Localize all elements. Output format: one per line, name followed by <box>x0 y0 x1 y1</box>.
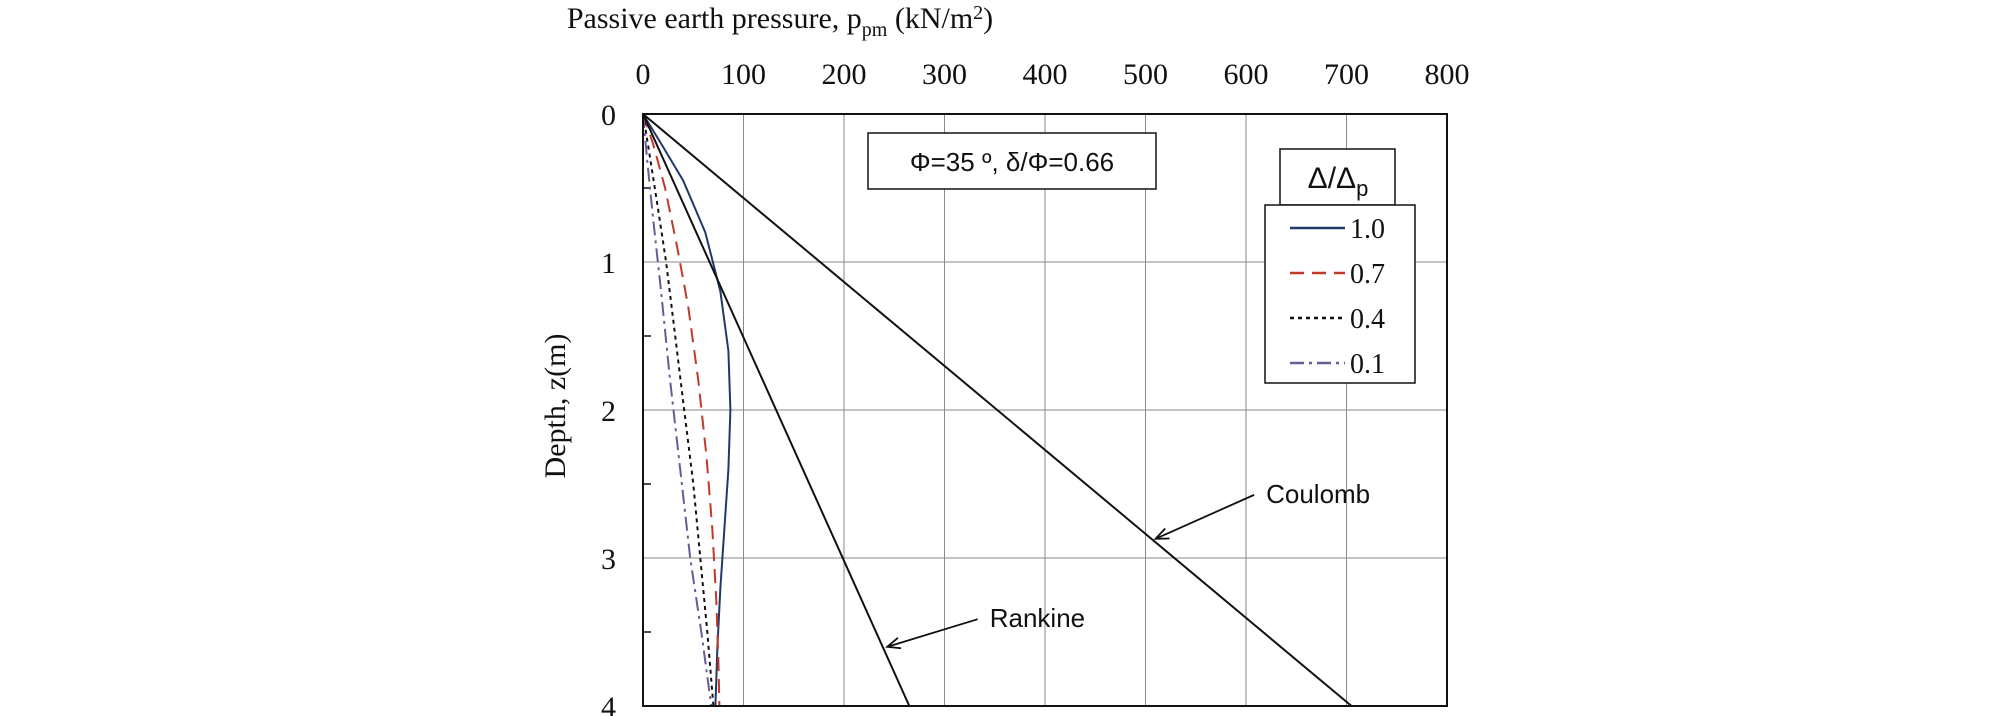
annotation-arrow-head <box>885 637 902 650</box>
y-axis-title: Depth, z(m) <box>539 334 572 479</box>
annotation-label-coulomb: Coulomb <box>1266 479 1370 509</box>
x-tick-label: 200 <box>822 58 867 91</box>
legend-label: 0.7 <box>1350 259 1385 290</box>
legend-title-frame <box>1279 148 1396 206</box>
parameter-box-frame <box>867 132 1157 190</box>
y-tick-label: 3 <box>601 543 616 576</box>
legend-items: 1.0 0.7 0.4 0.1 <box>1290 214 1385 380</box>
series-line-0-1 <box>642 113 713 707</box>
series-line-1-0 <box>642 113 732 707</box>
x-tick-label: 600 <box>1224 58 1269 91</box>
y-tick-label: 2 <box>601 395 616 428</box>
x-axis-title-sub: pm <box>862 19 888 41</box>
y-tick-labels: 0 1 2 3 4 <box>601 99 616 716</box>
x-axis-title: Passive earth pressure, ppm (kN/m2) <box>567 2 993 41</box>
x-tick-label: 800 <box>1425 58 1470 91</box>
series-line-coulomb <box>642 113 1353 707</box>
x-axis-title-close: ) <box>983 2 993 35</box>
minor-ticks <box>643 187 651 633</box>
legend-label: 1.0 <box>1350 214 1385 245</box>
x-tick-label: 500 <box>1123 58 1168 91</box>
x-tick-labels: 0 100 200 300 400 500 600 700 800 <box>636 58 1470 91</box>
annotation-arrow-head <box>1153 527 1170 540</box>
x-tick-label: 400 <box>1023 58 1068 91</box>
legend-title-main: Δ/Δ <box>1308 162 1356 195</box>
x-axis-title-units: (kN/m <box>887 2 973 35</box>
legend-label: 0.1 <box>1350 349 1385 380</box>
legend-label: 0.4 <box>1350 304 1385 335</box>
annotation-label-rankine: Rankine <box>990 603 1085 633</box>
series-line-rankine <box>642 113 911 707</box>
series-line-0-7 <box>642 113 721 707</box>
legend-title-sub: p <box>1356 176 1368 201</box>
x-tick-label: 0 <box>636 58 651 91</box>
curve-annotations: Coulomb Rankine <box>885 479 1370 650</box>
x-tick-label: 700 <box>1324 58 1369 91</box>
annotation-arrow-line <box>886 618 978 648</box>
legend-title: Δ/Δp <box>1308 162 1369 201</box>
x-axis-title-main: Passive earth pressure, p <box>567 2 862 35</box>
series-lines <box>642 113 1353 707</box>
parameter-box: Φ=35 º, δ/Φ=0.66 <box>867 132 1157 190</box>
annotation-arrow-line <box>1155 494 1255 540</box>
legend-frame <box>1264 204 1416 384</box>
legend: Δ/Δp 1.0 0.7 0.4 0.1 <box>1264 148 1416 384</box>
y-tick-label: 4 <box>601 691 616 716</box>
y-tick-label: 1 <box>601 247 616 280</box>
x-tick-label: 300 <box>922 58 967 91</box>
y-tick-label: 0 <box>601 99 616 132</box>
x-tick-label: 100 <box>721 58 766 91</box>
plot-frame <box>642 113 1448 707</box>
x-axis-title-sup: 2 <box>973 2 983 24</box>
parameter-box-text: Φ=35 º, δ/Φ=0.66 <box>910 147 1114 177</box>
